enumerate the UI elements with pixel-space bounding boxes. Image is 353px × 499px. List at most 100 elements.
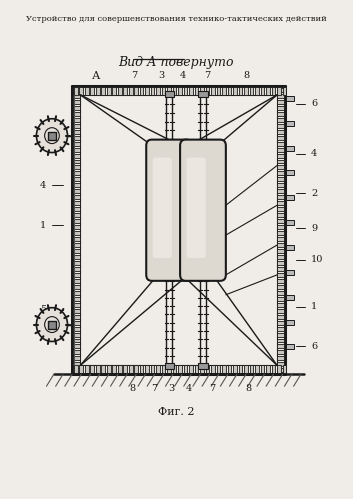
Bar [73,267,80,271]
Bar [286,121,294,126]
Bar [277,142,285,146]
Bar [156,365,160,373]
Bar [261,365,264,373]
Bar [73,225,80,229]
Bar [73,154,80,158]
Bar [277,87,281,95]
Bar [286,195,294,200]
Bar [277,201,285,205]
Bar [244,365,248,373]
Bar [277,195,285,199]
Bar [277,130,285,134]
Bar [73,213,80,217]
Bar [73,189,80,193]
Bar [283,365,286,373]
Bar [73,332,80,336]
Bar [217,87,220,95]
Bar [73,297,80,301]
Bar [73,106,80,110]
Bar [198,363,208,369]
Bar [48,132,56,140]
Bar [189,87,193,95]
Bar [228,87,231,95]
Bar [96,87,100,95]
Bar [277,368,285,372]
Text: 8: 8 [246,384,252,393]
Bar [277,249,285,253]
Bar [217,365,220,373]
Bar [164,363,174,369]
Bar [277,320,285,324]
Bar [198,91,208,97]
Bar [277,183,285,187]
Bar [73,279,80,283]
Bar [73,315,80,319]
Bar [277,172,285,176]
Bar [73,326,80,330]
Bar [178,365,182,373]
Bar [239,87,242,95]
Bar [73,237,80,241]
Bar [90,87,94,95]
Bar [85,87,89,95]
Bar [134,87,138,95]
Bar [286,146,294,151]
Bar [167,87,171,95]
Bar [151,87,155,95]
Bar [73,273,80,277]
Text: Вид А повернуто: Вид А повернуто [119,56,234,69]
Bar [123,87,127,95]
Bar [286,220,294,225]
Bar [277,112,285,116]
Bar [173,87,176,95]
Bar [73,356,80,360]
Bar [277,332,285,336]
Bar [73,124,80,128]
Bar [162,365,166,373]
Bar [286,295,294,300]
Bar [255,365,259,373]
Bar [277,160,285,164]
FancyBboxPatch shape [180,140,226,281]
Bar [277,309,285,313]
Bar [239,365,242,373]
Bar [184,87,187,95]
Text: 2: 2 [311,189,317,198]
FancyBboxPatch shape [146,140,192,281]
Bar [206,87,209,95]
Bar [73,207,80,211]
Bar [277,291,285,295]
Text: 5: 5 [40,305,47,314]
Bar [277,207,285,211]
Bar [277,148,285,152]
Bar [277,219,285,223]
Text: 7: 7 [204,71,211,80]
Bar [73,160,80,164]
Text: Устройство для совершенствования технико-тактических действий: Устройство для совершенствования технико… [26,15,327,23]
Bar [286,96,294,101]
Bar [277,255,285,259]
Bar [277,362,285,366]
Bar [79,87,83,95]
Text: 1: 1 [311,302,317,311]
Bar [250,87,253,95]
Bar [101,87,105,95]
Bar [277,326,285,330]
Bar [73,338,80,342]
Bar [277,154,285,158]
Bar [261,87,264,95]
Bar [277,267,285,271]
Bar [277,124,285,128]
Bar [277,178,285,181]
Bar [277,225,285,229]
Bar [101,365,105,373]
Bar [277,106,285,110]
Bar [277,365,281,373]
Bar [151,365,155,373]
Bar [277,279,285,283]
Bar [271,87,275,95]
Bar [73,100,80,104]
Text: 3: 3 [168,384,174,393]
Bar [277,100,285,104]
Bar [73,320,80,324]
